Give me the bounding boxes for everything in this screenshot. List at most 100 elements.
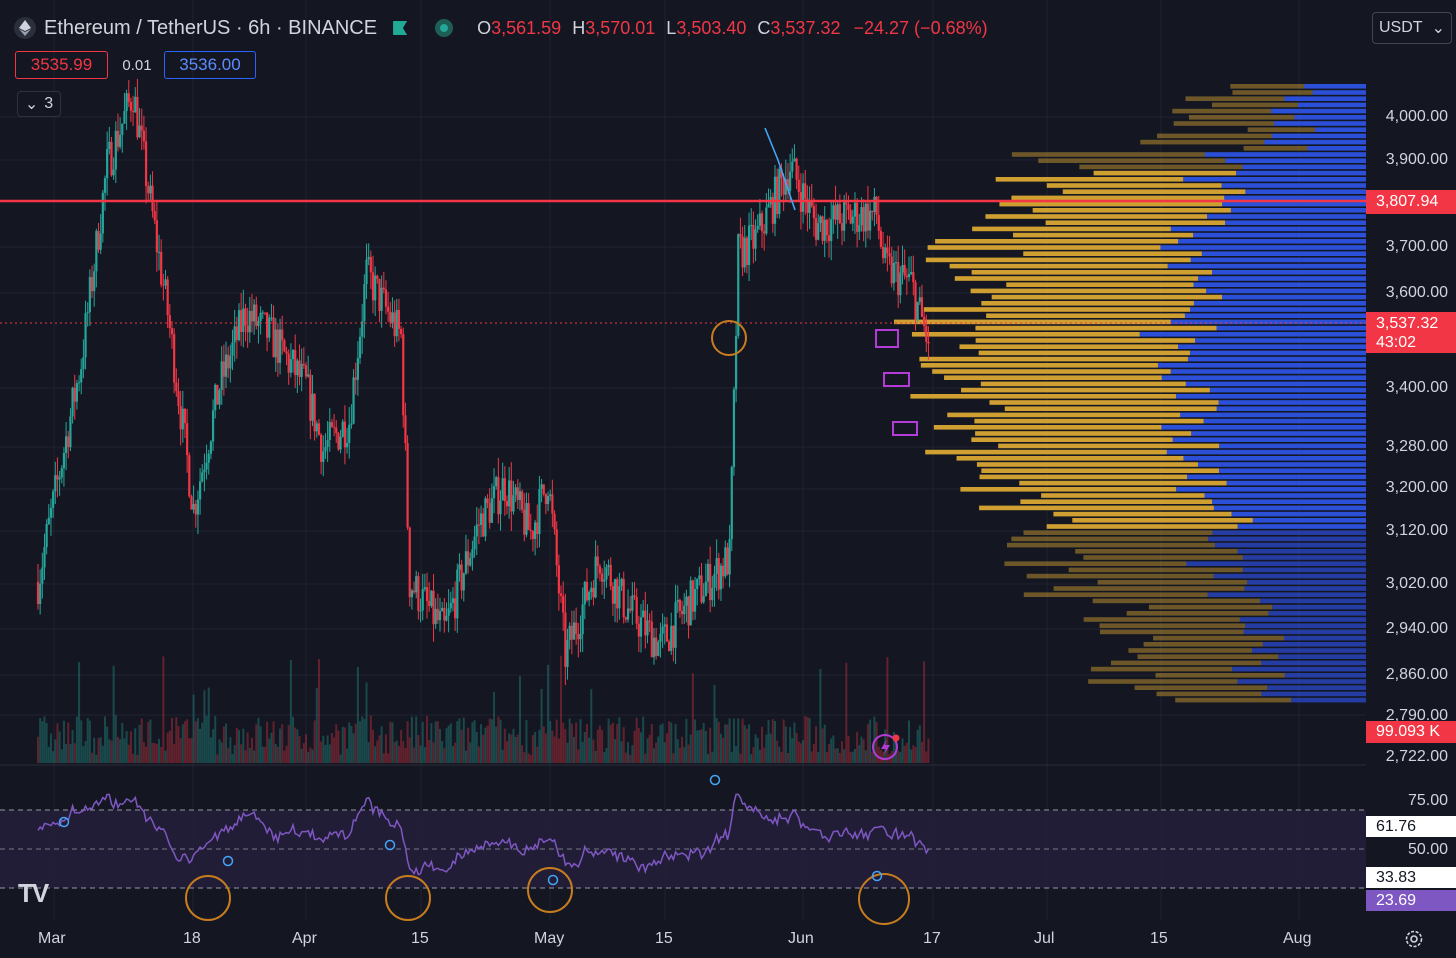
volume-bar xyxy=(648,734,651,763)
volume-bar xyxy=(127,744,130,763)
tradingview-logo-icon[interactable]: TV xyxy=(18,878,49,908)
rsi-annotation-circle xyxy=(527,867,573,913)
volume-bar xyxy=(434,721,437,763)
volume-bar xyxy=(897,751,900,763)
candle-body xyxy=(536,522,539,534)
volume-bar xyxy=(177,726,180,763)
candle-body xyxy=(144,141,148,187)
profile-bar-gold xyxy=(1126,611,1269,616)
currency-button[interactable]: USDT ⌄ xyxy=(1372,12,1452,44)
profile-bar-gold xyxy=(1045,220,1226,225)
symbol-title[interactable]: Ethereum / TetherUS · 6h · BINANCE xyxy=(44,16,378,39)
volume-bar xyxy=(644,753,647,763)
candle-body xyxy=(875,196,878,215)
candle-body xyxy=(745,237,749,266)
annotation-circle[interactable] xyxy=(711,320,747,356)
candle-body xyxy=(302,363,305,366)
profile-bar-blue xyxy=(1183,177,1366,182)
time-axis-label: 18 xyxy=(183,930,201,947)
annotation-box[interactable] xyxy=(883,372,910,387)
volume-bar xyxy=(780,751,783,763)
profile-bar-blue xyxy=(1212,499,1366,504)
profile-bar-blue xyxy=(1225,220,1366,225)
volume-bar xyxy=(49,733,52,763)
time-axis-label: 15 xyxy=(655,930,673,947)
volume-bar xyxy=(395,740,398,763)
volume-bar xyxy=(339,754,342,763)
volume-bar xyxy=(242,728,245,763)
candle-body xyxy=(639,617,643,637)
profile-bar-blue xyxy=(1291,697,1366,703)
market-open-dot-icon[interactable] xyxy=(435,19,454,37)
profile-bar-gold xyxy=(1232,90,1313,95)
candle-body xyxy=(281,329,284,341)
volume-bar xyxy=(700,729,703,763)
rsi-line[interactable] xyxy=(37,793,930,876)
settings-gear-icon[interactable] xyxy=(1404,929,1424,949)
candle-body xyxy=(235,326,238,340)
volume-bar xyxy=(281,724,284,763)
candle-body xyxy=(462,573,465,591)
profile-bar-gold xyxy=(986,313,1185,318)
candle-body xyxy=(544,494,548,505)
volume-bar xyxy=(69,744,72,763)
candle-body xyxy=(665,624,669,642)
volume-bar xyxy=(754,734,757,763)
candle-body xyxy=(568,625,571,640)
candle-body xyxy=(423,587,426,590)
candle-body xyxy=(609,564,612,587)
volume-bar xyxy=(575,722,578,763)
volume-bar xyxy=(633,730,636,763)
trend-line[interactable] xyxy=(764,127,796,211)
flag-icon[interactable] xyxy=(393,21,408,35)
candle-body xyxy=(836,204,839,220)
volume-bar xyxy=(311,749,314,763)
last-price-tag[interactable]: 3,537.32 43:02 xyxy=(1366,312,1456,353)
profile-bar-blue xyxy=(1204,152,1366,157)
profile-bar-blue xyxy=(1170,226,1366,232)
candle-body xyxy=(71,387,74,417)
annotation-box[interactable] xyxy=(892,421,918,436)
ethereum-logo-icon[interactable] xyxy=(14,17,36,39)
volume-bar xyxy=(313,720,316,763)
candle-body xyxy=(912,272,915,283)
profile-bar-gold xyxy=(989,400,1219,405)
profile-bar-blue xyxy=(1209,387,1366,393)
candle-body xyxy=(652,637,656,658)
candle-body xyxy=(624,617,627,620)
candle-body xyxy=(832,205,835,220)
profile-bar-blue xyxy=(1221,294,1366,300)
buy-button[interactable]: 3536.00 xyxy=(164,51,256,79)
indicators-toggle[interactable]: ⌄ 3 xyxy=(17,91,61,117)
annotation-box[interactable] xyxy=(875,329,899,348)
alert-lightning-icon[interactable] xyxy=(872,734,900,760)
candle-body xyxy=(294,349,297,376)
volume-bar xyxy=(477,746,480,763)
candle-body xyxy=(320,434,323,462)
candle-body xyxy=(620,578,623,587)
candle-body xyxy=(106,149,109,179)
volume-bar xyxy=(359,721,362,763)
candle-body xyxy=(207,453,210,463)
volume-bar xyxy=(663,742,666,763)
profile-bar-blue xyxy=(1244,586,1366,591)
profile-bar-gold xyxy=(1137,654,1279,659)
volume-bar xyxy=(806,717,809,763)
candle-body xyxy=(272,317,275,358)
time-axis-label: Apr xyxy=(292,930,317,947)
volume-bar xyxy=(274,744,277,763)
candle-body xyxy=(201,472,204,482)
time-axis-label: Aug xyxy=(1283,930,1312,947)
candle-body xyxy=(296,360,299,376)
sell-button[interactable]: 3535.99 xyxy=(15,51,108,79)
volume-bar xyxy=(378,735,381,763)
volume-bar xyxy=(164,750,167,763)
volume-bar xyxy=(482,734,485,763)
price-axis-label: 2,790.00 xyxy=(1385,707,1448,724)
resistance-price-tag[interactable]: 3,807.94 xyxy=(1366,190,1456,214)
candle-body xyxy=(683,605,686,615)
volume-bar xyxy=(726,724,729,763)
volume-bar xyxy=(583,731,586,763)
grid xyxy=(0,0,1366,920)
